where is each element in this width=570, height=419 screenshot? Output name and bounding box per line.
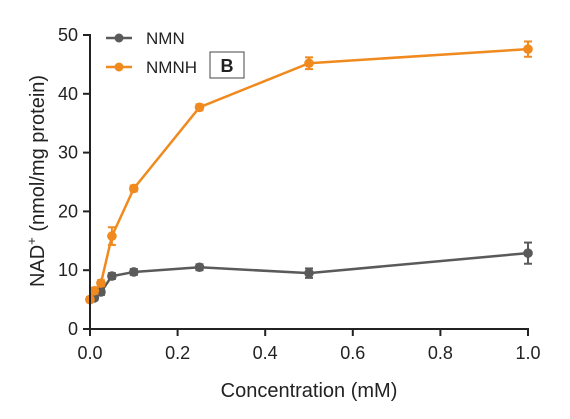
- y-tick-label: 50: [58, 25, 78, 45]
- plot-area: [85, 40, 533, 305]
- series-nmnh: [85, 40, 533, 305]
- x-tick-label: 0.8: [428, 343, 453, 363]
- legend-nmnh-marker: [114, 62, 124, 72]
- y-axis-label-rest: (nmol/mg protein): [27, 75, 49, 237]
- y-tick-label: 30: [58, 143, 78, 163]
- x-tick-label: 0.6: [340, 343, 365, 363]
- data-point-nmn: [107, 271, 117, 281]
- data-point-nmn: [129, 267, 139, 277]
- legend: NMN NMNH: [106, 29, 197, 77]
- axes: 0.0 0.2 0.4 0.6 0.8 1.0 0 10 20 30 40 50: [58, 25, 541, 363]
- data-point-nmn: [194, 262, 205, 273]
- x-tick-label: 0.0: [77, 343, 102, 363]
- data-point-nmnh: [107, 231, 117, 241]
- panel-label-text: B: [221, 56, 234, 76]
- data-point-nmnh: [194, 102, 205, 113]
- data-point-nmn: [304, 268, 314, 278]
- panel-label: B: [209, 51, 245, 79]
- y-tick-label: 20: [58, 201, 78, 221]
- x-tick-label: 1.0: [515, 343, 540, 363]
- series-line-nmnh: [88, 47, 529, 301]
- data-point-nmnh: [304, 58, 314, 69]
- legend-nmn-marker: [114, 33, 124, 43]
- data-point-nmnh: [129, 183, 139, 194]
- data-point-nmnh: [523, 44, 533, 54]
- y-axis-label-main: NAD: [27, 245, 49, 287]
- y-tick-label: 10: [58, 260, 78, 280]
- data-point-nmn: [523, 248, 533, 258]
- series-nmn: [85, 241, 533, 305]
- y-axis-label-sup: +: [24, 237, 39, 245]
- x-axis-label: Concentration (mM): [221, 380, 398, 402]
- x-tick-label: 0.2: [165, 343, 190, 363]
- y-tick-label: 0: [68, 319, 78, 339]
- legend-nmnh-label: NMNH: [146, 58, 197, 77]
- panel-label-box: [209, 51, 245, 79]
- legend-nmn-label: NMN: [146, 29, 185, 48]
- x-tick-label: 0.4: [253, 343, 278, 363]
- data-point-nmnh: [96, 278, 106, 288]
- y-axis-label: NAD+ (nmol/mg protein): [24, 75, 49, 287]
- data-point-nmnh: [89, 285, 100, 296]
- y-tick-label: 40: [58, 84, 78, 104]
